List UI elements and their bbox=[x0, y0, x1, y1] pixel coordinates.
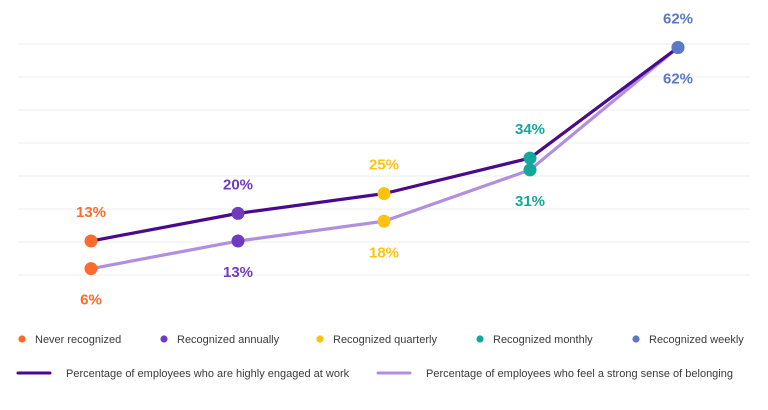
data-label-engagement-never-recognized: 13% bbox=[76, 204, 106, 221]
legend-label-belonging: Percentage of employees who feel a stron… bbox=[426, 368, 733, 380]
legend-label-recognized-weekly: Recognized weekly bbox=[649, 334, 744, 346]
data-point-belonging-recognized-quarterly bbox=[377, 214, 391, 228]
legend: Never recognized Recognized annually Recog… bbox=[16, 334, 744, 380]
legend-dot-recognized-quarterly bbox=[316, 335, 324, 343]
data-point-belonging-recognized-monthly bbox=[523, 163, 537, 177]
legend-dot-recognized-monthly bbox=[476, 335, 484, 343]
data-point-engagement-never-recognized bbox=[84, 234, 98, 248]
legend-dot-recognized-annually bbox=[160, 335, 168, 343]
data-point-engagement-recognized-quarterly bbox=[377, 187, 391, 201]
data-label-engagement-recognized-annually: 20% bbox=[223, 176, 253, 193]
legend-label-never-recognized: Never recognized bbox=[35, 334, 121, 346]
data-labels: 13% 20% 25% 34% 62% 6% 13% 18% 31% 62% bbox=[76, 10, 693, 308]
data-point-engagement-recognized-weekly bbox=[671, 40, 685, 54]
data-label-engagement-recognized-monthly: 34% bbox=[515, 121, 545, 138]
data-point-engagement-recognized-annually bbox=[231, 206, 245, 220]
data-label-engagement-recognized-weekly: 62% bbox=[663, 10, 693, 27]
legend-dot-never-recognized bbox=[18, 335, 26, 343]
data-point-engagement-recognized-monthly bbox=[523, 151, 537, 165]
data-label-belonging-recognized-monthly: 31% bbox=[515, 193, 545, 210]
data-points bbox=[84, 40, 685, 276]
data-label-belonging-never-recognized: 6% bbox=[80, 292, 102, 309]
legend-label-recognized-annually: Recognized annually bbox=[177, 334, 280, 346]
legend-label-recognized-monthly: Recognized monthly bbox=[493, 334, 593, 346]
legend-label-engagement: Percentage of employees who are highly e… bbox=[66, 368, 350, 380]
data-label-engagement-recognized-quarterly: 25% bbox=[369, 157, 399, 174]
data-point-belonging-recognized-annually bbox=[231, 234, 245, 248]
gridlines bbox=[18, 43, 750, 276]
data-label-belonging-recognized-quarterly: 18% bbox=[369, 244, 399, 261]
data-label-belonging-recognized-annually: 13% bbox=[223, 264, 253, 281]
data-point-belonging-never-recognized bbox=[84, 262, 98, 276]
data-label-belonging-recognized-weekly: 62% bbox=[663, 70, 693, 87]
legend-dot-recognized-weekly bbox=[632, 335, 640, 343]
legend-label-recognized-quarterly: Recognized quarterly bbox=[333, 334, 437, 346]
